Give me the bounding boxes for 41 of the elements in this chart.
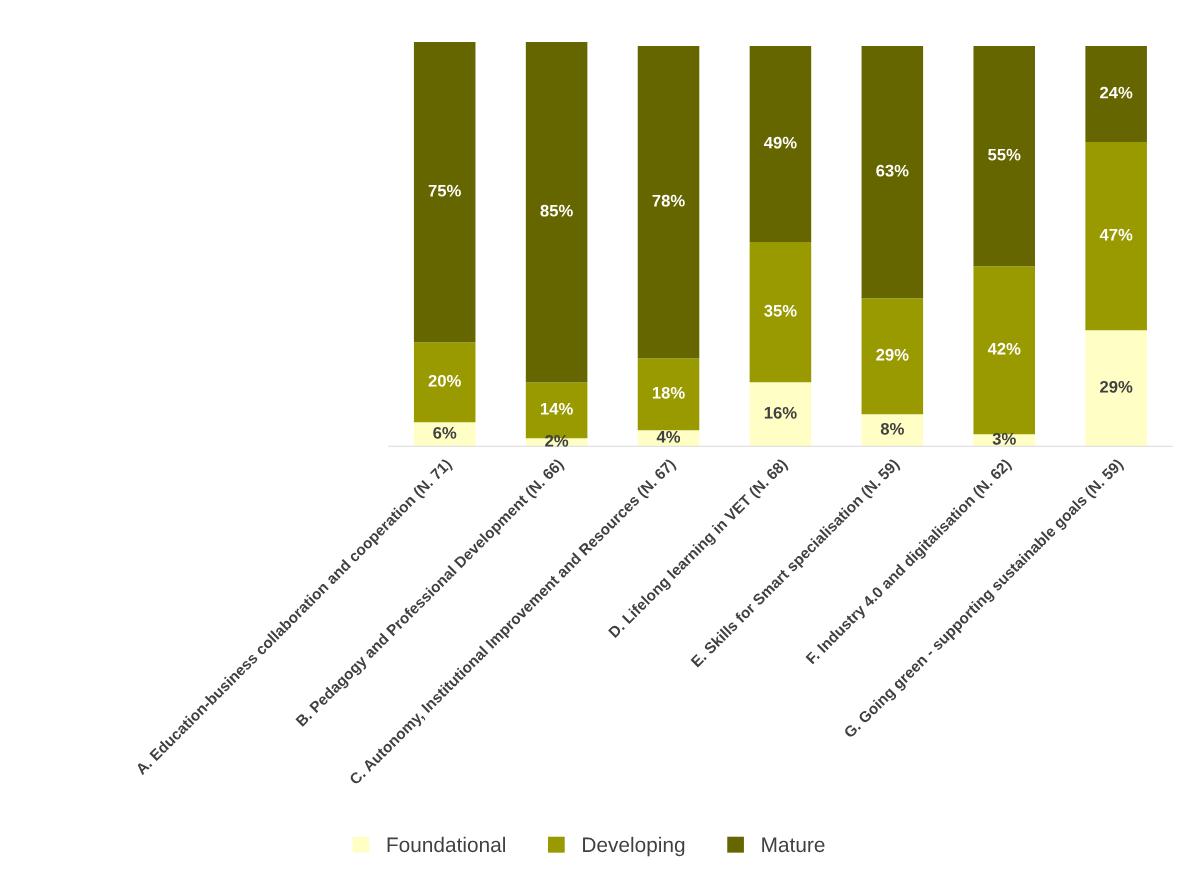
bar: [413, 422, 476, 447]
data-label: 29%: [876, 348, 909, 361]
bar: [973, 266, 1036, 435]
data-label: 78%: [652, 194, 685, 207]
bar: [749, 46, 812, 243]
data-label: 18%: [652, 386, 685, 399]
bar: [413, 342, 476, 423]
data-label: 75%: [428, 184, 461, 197]
data-label: 6%: [433, 426, 457, 439]
data-label: 55%: [988, 148, 1021, 161]
data-label: 4%: [656, 430, 681, 443]
data-label: 20%: [428, 374, 461, 387]
data-label: 63%: [876, 164, 909, 177]
bar: [861, 414, 924, 447]
data-label: 35%: [764, 304, 797, 317]
bar: [973, 46, 1036, 267]
bar: [861, 298, 924, 415]
data-label: 2%: [545, 434, 569, 447]
legend-label: Foundational: [387, 836, 505, 853]
data-label: 85%: [540, 204, 573, 217]
bar: [637, 46, 700, 359]
bar: [1085, 330, 1147, 447]
data-label: 16%: [764, 406, 797, 419]
legend-label: Developing: [583, 836, 685, 857]
data-label: 14%: [540, 402, 573, 415]
data-label: 42%: [987, 342, 1021, 355]
bar: [525, 42, 588, 383]
bar: [413, 42, 476, 343]
legend-label: Mature: [762, 837, 825, 853]
data-label: 8%: [880, 422, 904, 435]
bar: [1085, 46, 1147, 143]
bar: [749, 242, 812, 383]
data-label: 3%: [992, 432, 1016, 445]
data-label: 29%: [1100, 380, 1133, 393]
data-label: 47%: [1099, 228, 1133, 241]
bar: [637, 358, 700, 431]
data-label: 24%: [1100, 86, 1133, 99]
bar: [861, 46, 924, 299]
bar: [749, 382, 812, 447]
data-label: 49%: [764, 136, 797, 149]
bar: [1085, 142, 1147, 331]
